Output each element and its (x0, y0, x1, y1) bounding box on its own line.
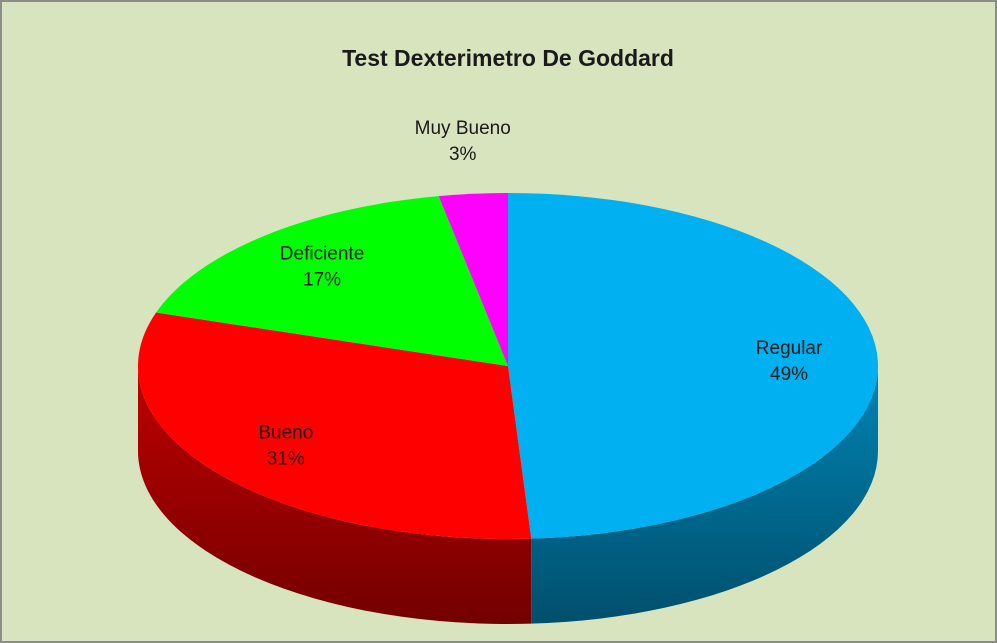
pie-slice (508, 193, 878, 539)
category-label: Deficiente (280, 243, 365, 264)
pie-side (531, 366, 878, 624)
category-label: Bueno (258, 423, 313, 444)
value-label: 31% (267, 449, 305, 470)
value-label: 17% (303, 269, 341, 290)
pie-slice (137, 312, 532, 539)
pie-slice (156, 196, 509, 366)
category-label: Muy Bueno (415, 118, 511, 139)
pie-side (138, 366, 532, 624)
chart-title: Test Dexterimetro De Goddard (342, 45, 674, 71)
data-labels: Regular 49% Bueno 31% Deficiente 17% Muy Bueno… (258, 118, 823, 469)
pie-tops (137, 193, 878, 539)
value-label: 3% (449, 144, 477, 165)
value-label: 49% (770, 364, 808, 385)
category-label: Regular (756, 338, 823, 359)
pie-sides (138, 366, 878, 624)
pie-slice (438, 193, 508, 366)
